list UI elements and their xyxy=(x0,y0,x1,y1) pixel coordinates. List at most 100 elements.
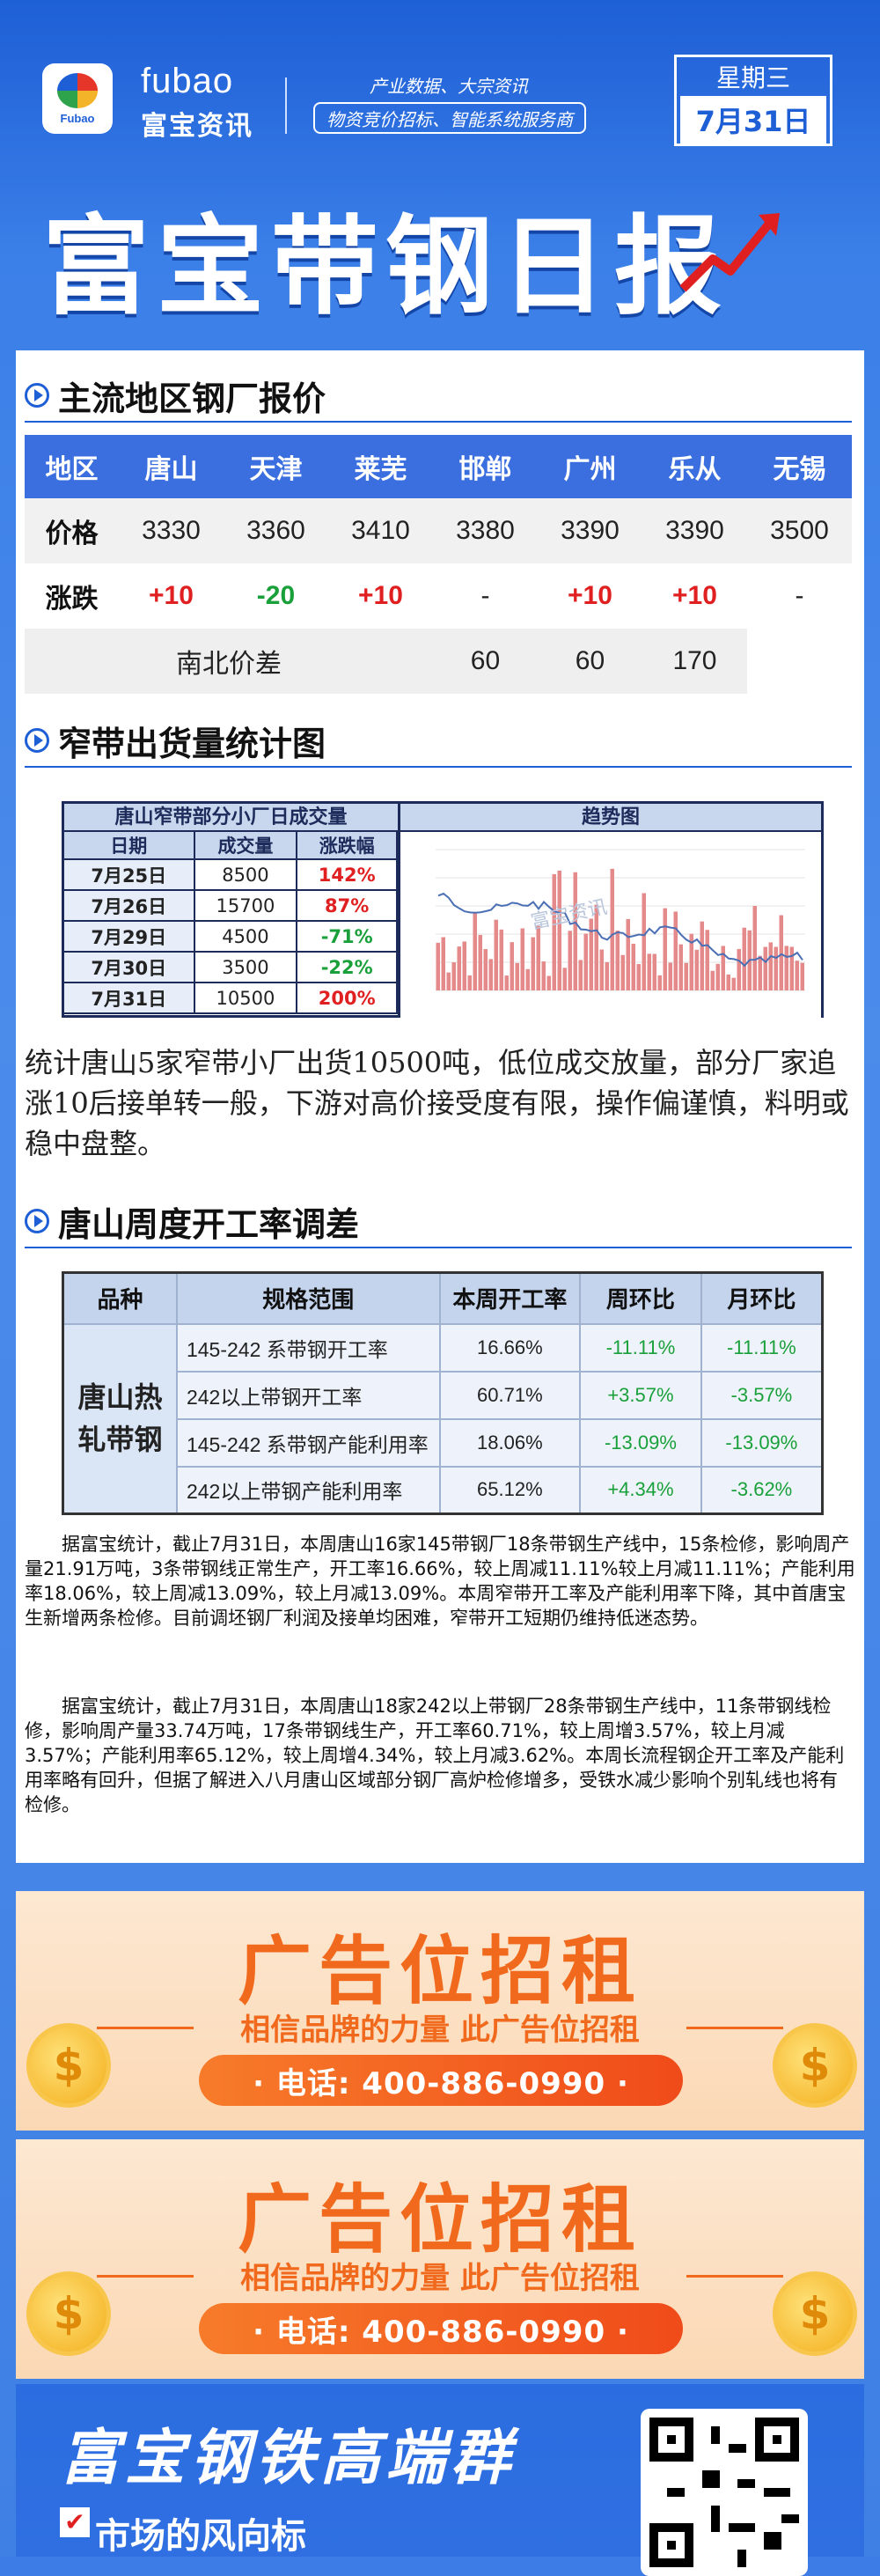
volume-bar xyxy=(752,906,757,990)
change-cell: 200% xyxy=(297,983,398,1014)
shipment-table-title: 唐山窄带部分小厂日成交量 xyxy=(64,804,398,832)
coin-icon: $ xyxy=(26,2023,111,2108)
volume-bar xyxy=(552,873,556,990)
change-cell: -20 xyxy=(256,581,296,610)
table-row: 7月30日 3500 -22% xyxy=(64,952,398,983)
table-row: 7月29日 4500 -71% xyxy=(64,921,398,953)
play-bullet-icon xyxy=(25,1209,49,1233)
value-cell: 60.71% xyxy=(438,1370,582,1420)
ad-phone-button[interactable]: · 电话: 400-886-0990 · xyxy=(199,2303,683,2354)
volume-bar xyxy=(694,949,699,990)
coin-icon: $ xyxy=(773,2271,857,2356)
spec-cell: 145-242 系带钢开工率 xyxy=(175,1322,441,1373)
category-cell: 唐山热轧带钢 xyxy=(62,1322,178,1515)
table-row: 242以上带钢开工率 60.71% +3.57% -3.57% xyxy=(63,1370,824,1420)
change-cell: - xyxy=(480,581,490,610)
shipment-figure: 唐山窄带部分小厂日成交量 日期 成交量 涨跌幅 7月25日 8500 142% 7月… xyxy=(62,801,824,1019)
table-row: 7月31日 10500 200% xyxy=(64,983,398,1014)
ad-divider xyxy=(686,2027,783,2029)
row-label: 价格 xyxy=(25,498,119,563)
volume-bar xyxy=(451,962,456,990)
table-row: 价格 3330 3360 3410 3380 3390 3390 3500 xyxy=(25,498,852,563)
rate-paragraph-2: 据富宝统计，截止7月31日，本周唐山18家242以上带钢厂28条带钢生产线中，1… xyxy=(25,1696,845,1815)
volume-bar xyxy=(652,953,656,990)
volume-bar xyxy=(510,942,514,990)
volume-bar xyxy=(626,918,630,990)
ad-divider xyxy=(97,2275,194,2278)
table-header-cell: 本周开工率 xyxy=(438,1271,582,1325)
mom-cell: -3.62% xyxy=(700,1465,824,1515)
row-label: 南北价差 xyxy=(25,629,433,694)
volume-bar xyxy=(774,946,778,990)
table-header-cell: 唐山 xyxy=(118,435,224,498)
volume-bar xyxy=(763,946,767,990)
volume-bar xyxy=(800,962,804,990)
trend-chart: 趋势图 富宝资讯 xyxy=(400,804,821,1019)
spread-cell: 170 xyxy=(642,629,747,694)
section-divider xyxy=(25,1247,852,1248)
section-header-shipment: 窄带出货量统计图 xyxy=(25,718,326,763)
volume-bar xyxy=(758,955,762,990)
volume-bar xyxy=(546,975,551,990)
value-cell: 16.66% xyxy=(438,1322,582,1373)
shipment-data-table: 日期 成交量 涨跌幅 7月25日 8500 142% 7月26日 15700 87% 7… xyxy=(64,832,398,1014)
volume-bar xyxy=(436,942,440,990)
ad-phone-button[interactable]: · 电话: 400-886-0990 · xyxy=(199,2055,683,2106)
volume-bar xyxy=(795,960,799,990)
table-header-cell: 广州 xyxy=(537,435,642,498)
change-cell: 142% xyxy=(297,859,398,891)
wow-cell: +4.34% xyxy=(579,1465,702,1515)
coin-icon: $ xyxy=(26,2271,111,2356)
volume-bar xyxy=(742,927,746,990)
volume-bar xyxy=(620,954,625,990)
ad-title: 广告位招租 xyxy=(237,1928,642,2014)
brand-name-en: fubao xyxy=(141,62,234,100)
price-cell: 3500 xyxy=(746,498,852,563)
volume-bar xyxy=(473,911,477,990)
volume-bar xyxy=(583,933,588,990)
volume-bar xyxy=(768,942,773,990)
table-header-cell: 乐从 xyxy=(642,435,747,498)
ad-banner[interactable]: $ $ 广告位招租 相信品牌的力量 此广告位招租 · 电话: 400-886-0… xyxy=(16,1891,864,2131)
section-header-prices: 主流地区钢厂报价 xyxy=(25,373,326,418)
price-cell: 3410 xyxy=(327,498,433,563)
qr-code[interactable] xyxy=(641,2409,808,2576)
change-cell: 87% xyxy=(297,890,398,922)
volume-bar xyxy=(663,908,667,990)
table-header-cell: 邯郸 xyxy=(432,435,538,498)
weekday: 星期三 xyxy=(715,63,790,92)
section-header-rate: 唐山周度开工率调差 xyxy=(25,1199,359,1244)
volume-bar xyxy=(520,928,524,990)
volume-bar xyxy=(678,944,683,990)
volume-bar xyxy=(467,975,472,990)
table-row: 7月25日 8500 142% xyxy=(64,859,398,891)
volume-bar xyxy=(488,959,493,990)
date-box: 星期三 7月31日 xyxy=(674,55,832,146)
mom-cell: -3.57% xyxy=(700,1370,824,1420)
shipment-summary: 统计唐山5家窄带小厂出货10500吨，低位成交放量，部分厂家追涨10后接单转一般… xyxy=(25,1046,849,1160)
section-title: 窄带出货量统计图 xyxy=(58,724,326,763)
spec-cell: 145-242 系带钢产能利用率 xyxy=(175,1417,441,1468)
table-row: 145-242 系带钢产能利用率 18.06% -13.09% -13.09% xyxy=(63,1417,824,1468)
mom-cell: -13.09% xyxy=(700,1417,824,1468)
volume-cell: 3500 xyxy=(194,952,298,983)
ad-banner[interactable]: $ $ 广告位招租 相信品牌的力量 此广告位招租 · 电话: 400-886-0… xyxy=(16,2139,864,2379)
volume-cell: 8500 xyxy=(194,859,298,891)
volume-bar xyxy=(668,962,672,990)
volume-bar xyxy=(589,918,593,990)
table-header-cell: 涨跌幅 xyxy=(297,832,398,860)
mom-cell: -11.11% xyxy=(700,1322,824,1373)
wow-cell: -11.11% xyxy=(579,1322,702,1373)
volume-bar xyxy=(515,962,519,990)
table-header-cell: 日期 xyxy=(64,832,195,860)
volume-bar xyxy=(731,977,736,990)
footer-subtitle: 市场的风向标 xyxy=(95,2516,306,2557)
fubao-logo: Fubao xyxy=(42,63,113,134)
date-cell: 7月31日 xyxy=(64,983,195,1014)
wow-cell: -13.09% xyxy=(579,1417,702,1468)
section-divider xyxy=(25,766,852,768)
change-cell: +10 xyxy=(149,581,194,610)
date-cell: 7月25日 xyxy=(64,859,195,891)
volume-bar xyxy=(478,934,482,990)
